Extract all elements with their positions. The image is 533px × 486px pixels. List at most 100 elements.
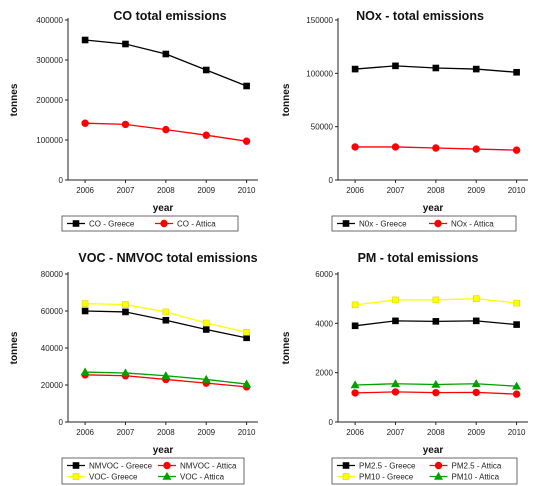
x-tick-label: 2009: [467, 428, 485, 437]
data-point: [391, 388, 400, 396]
y-tick-label: 0: [59, 418, 64, 427]
legend-box: [61, 457, 245, 485]
x-tick-label: 2006: [346, 428, 364, 437]
legend-label: CO - Attica: [177, 220, 216, 229]
data-point: [122, 301, 129, 308]
data-point: [472, 65, 480, 73]
legend-box: [331, 457, 518, 485]
series-1: [81, 36, 250, 90]
x-tick-label: 2006: [76, 186, 94, 195]
x-axis-label: year: [153, 203, 174, 214]
legend-swatch-marker: [160, 219, 168, 228]
y-tick-label: 200000: [36, 96, 63, 105]
x-tick-label: 2010: [238, 428, 256, 437]
legend: PM2.5 - Greece PM2.5 - Attica PM10 - Greec…: [331, 457, 518, 485]
data-point: [351, 389, 359, 397]
chart-panel-2: NOx - total emissions 0 50000 100000 150000 2…: [281, 9, 528, 232]
legend-label: N0x - Greece: [359, 220, 407, 229]
series-2: [351, 388, 521, 398]
data-point: [81, 119, 89, 127]
x-tick-label: 2008: [427, 428, 445, 437]
series-line: [85, 39, 247, 87]
data-point: [432, 64, 440, 72]
series-2: [81, 119, 251, 145]
series-3: [81, 300, 250, 336]
y-tick-label: 400000: [36, 16, 63, 25]
data-point: [122, 40, 129, 48]
x-axis-label: year: [153, 445, 174, 456]
legend-box: [331, 215, 517, 232]
chart-panel-3: VOC - NMVOC total emissions 0 20000 40000 60…: [9, 251, 258, 485]
legend: CO - Greece CO - Attica: [61, 215, 239, 232]
y-tick-label: 50000: [311, 123, 334, 132]
legend-swatch-marker: [342, 220, 350, 227]
x-tick-label: 2007: [117, 428, 135, 437]
data-point: [81, 307, 89, 315]
x-tick-label: 2010: [238, 186, 256, 195]
chart-title: CO total emissions: [113, 9, 226, 23]
y-tick-label: 100000: [36, 136, 63, 145]
data-point: [351, 143, 359, 151]
x-tick-label: 2008: [157, 428, 175, 437]
data-point: [472, 145, 480, 153]
data-point: [391, 143, 400, 151]
data-point: [242, 379, 252, 388]
data-point: [431, 379, 441, 388]
data-point: [472, 388, 480, 397]
data-point: [513, 299, 520, 307]
data-point: [350, 380, 360, 389]
y-axis-label: tonnes: [9, 331, 20, 364]
x-tick-label: 2010: [508, 428, 526, 437]
legend-swatch-marker: [433, 471, 444, 480]
data-point: [201, 374, 211, 383]
legend-swatch-marker: [72, 220, 80, 227]
y-axis-label: tonnes: [281, 83, 292, 116]
data-point: [513, 321, 520, 328]
legend-label: VOC - Attica: [180, 473, 225, 482]
data-point: [242, 137, 251, 145]
data-point: [513, 68, 520, 76]
legend: NMVOC - Greece NMVOC - Attica VOC- Greece V…: [61, 457, 245, 485]
x-tick-label: 2009: [197, 428, 215, 437]
series-1: [81, 307, 250, 342]
data-point: [121, 120, 130, 129]
data-point: [202, 326, 210, 333]
data-point: [162, 125, 170, 134]
data-point: [392, 296, 399, 304]
data-point: [81, 36, 89, 44]
series-1: [351, 62, 520, 76]
legend-label: CO - Greece: [89, 220, 135, 229]
data-point: [162, 316, 170, 324]
legend-swatch-marker: [434, 461, 443, 470]
data-point: [202, 66, 210, 74]
data-point: [122, 308, 129, 316]
legend-swatch-marker: [72, 473, 80, 480]
x-tick-label: 2007: [387, 186, 405, 195]
data-point: [351, 65, 359, 73]
y-axis-label: tonnes: [281, 331, 292, 364]
chart-title: PM - total emissions: [358, 251, 479, 265]
series-3: [351, 295, 520, 309]
chart-panel-4: PM - total emissions 0 2000 4000 6000 2006 200…: [281, 251, 528, 485]
y-tick-label: 0: [59, 176, 64, 185]
x-axis-label: year: [423, 445, 444, 456]
y-axis-label: tonnes: [9, 83, 20, 116]
x-tick-label: 2009: [467, 186, 485, 195]
data-point: [351, 322, 359, 330]
legend-label: NOx - Attica: [451, 220, 494, 229]
y-tick-label: 0: [329, 418, 334, 427]
legend-swatch-marker: [434, 219, 442, 228]
data-point: [351, 301, 359, 309]
data-point: [512, 146, 521, 154]
series-4: [350, 379, 522, 390]
x-tick-label: 2008: [157, 186, 175, 195]
legend-label: PM2.5 - Attica: [452, 462, 502, 471]
chart-title: NOx - total emissions: [356, 9, 484, 23]
data-point: [80, 367, 90, 376]
data-point: [81, 300, 89, 307]
data-point: [472, 317, 480, 325]
data-point: [243, 82, 250, 90]
data-point: [512, 390, 521, 398]
y-tick-label: 300000: [36, 56, 63, 65]
